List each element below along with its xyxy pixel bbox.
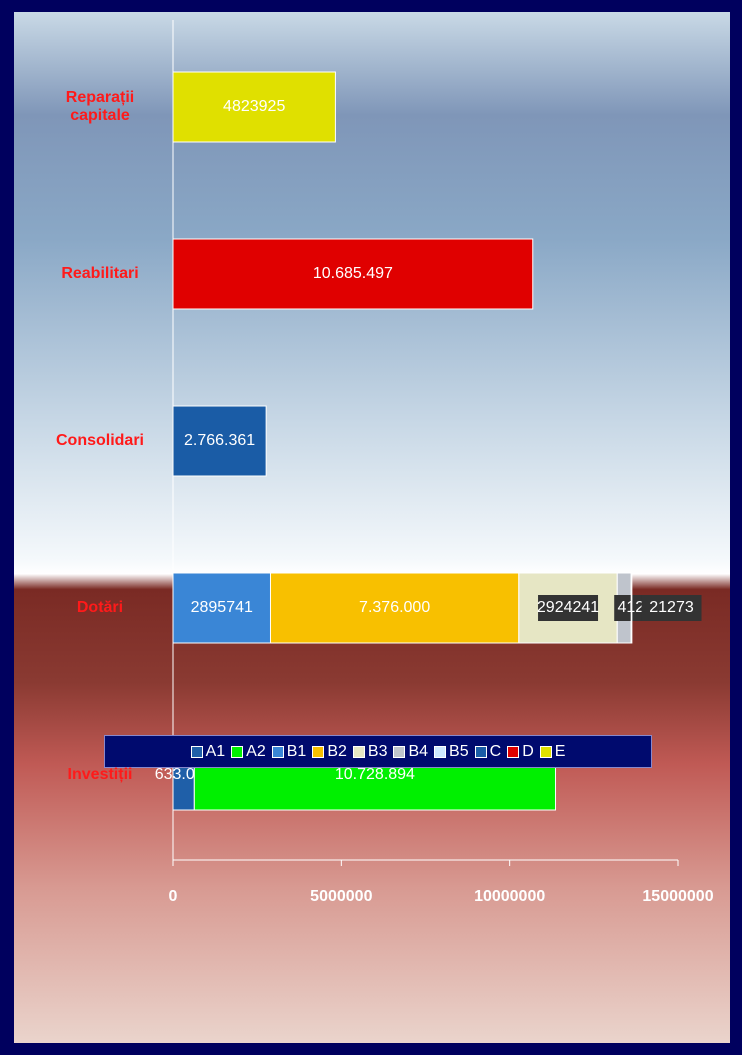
legend-label: A2 — [246, 742, 266, 760]
value-label: 2895741 — [191, 599, 253, 616]
legend-item: B1 — [271, 742, 307, 761]
bar-segment — [172, 572, 271, 644]
label-box — [641, 595, 702, 621]
legend-swatch — [231, 745, 244, 758]
legend-item: A1 — [190, 742, 226, 761]
legend-item: B3 — [352, 742, 388, 761]
legend-swatch — [271, 745, 284, 758]
x-tick-label: 0 — [169, 888, 178, 905]
bar-segment — [172, 405, 267, 477]
bar-segment — [172, 71, 336, 143]
value-label: 2924241 — [537, 599, 599, 616]
legend-swatch — [434, 745, 447, 758]
legend-swatch — [393, 745, 406, 758]
legend-item: B4 — [393, 743, 428, 761]
legend-swatch — [539, 745, 552, 758]
legend-label: B3 — [367, 742, 388, 760]
legend-swatch — [474, 745, 487, 758]
legend-label: B1 — [286, 742, 307, 760]
x-tick-label: 5000000 — [310, 888, 372, 905]
x-tick-label: 15000000 — [642, 888, 713, 905]
category-label: Reabilitari — [61, 265, 139, 282]
legend-item: B5 — [434, 743, 469, 761]
legend: A1 A2 B1 B2 B3 B4 B5 C D E — [104, 735, 652, 768]
legend-label: B2 — [327, 742, 347, 760]
value-label: 10.728.894 — [335, 766, 415, 783]
legend-label: B4 — [408, 742, 429, 760]
chart-background — [14, 12, 730, 1043]
category-label: Investiții — [67, 766, 133, 783]
legend-item: D — [507, 743, 534, 761]
bar-segment — [630, 572, 633, 644]
legend-label: B5 — [449, 742, 469, 760]
value-label: 10.685.497 — [313, 265, 393, 282]
value-label: 2.766.361 — [184, 432, 255, 449]
x-tick-label: 10000000 — [474, 888, 545, 905]
legend-label: D — [522, 742, 534, 760]
legend-item: B2 — [312, 743, 347, 761]
legend-item: C — [474, 742, 502, 761]
category-label: Consolidari — [55, 432, 144, 449]
legend-swatch — [190, 745, 203, 758]
legend-item: E — [539, 742, 566, 761]
value-label: 21273 — [649, 599, 694, 616]
legend-label: A1 — [205, 742, 226, 760]
legend-swatch — [312, 745, 325, 758]
legend-label: C — [489, 742, 502, 760]
value-label: 7.376.000 — [359, 599, 430, 616]
category-label: Dotări — [76, 599, 124, 616]
legend-item: A2 — [231, 743, 266, 761]
label-box — [538, 595, 599, 621]
legend-swatch — [507, 745, 520, 758]
bar-segment — [172, 238, 534, 310]
legend-label: E — [554, 742, 566, 760]
legend-swatch — [352, 745, 365, 758]
category-label: Reparații capitale — [65, 89, 135, 124]
value-label: 4823925 — [223, 98, 285, 115]
bar-segment — [269, 572, 520, 644]
